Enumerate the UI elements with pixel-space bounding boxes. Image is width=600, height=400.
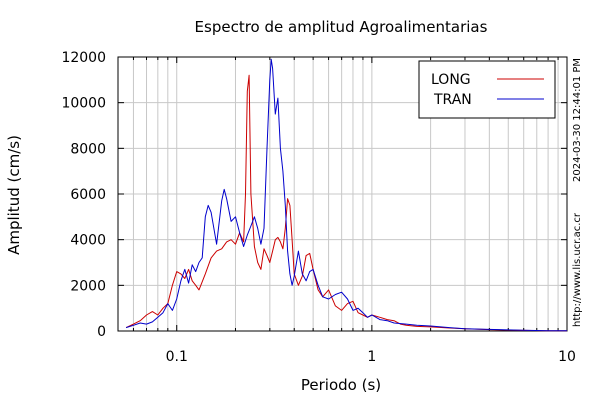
x-tick-label: 0.1 [166, 349, 188, 365]
y-tick-label: 2000 [70, 278, 106, 294]
y-tick-label: 0 [97, 324, 106, 340]
url-label: http://www.lis.ucr.ac.cr [572, 212, 583, 327]
y-axis-label: Amplitud (cm/s) [5, 135, 23, 255]
chart-title: Espectro de amplitud Agroalimentarias [195, 18, 488, 36]
timestamp-label: 2024-03-30 12:44:01 PM [572, 58, 583, 182]
x-tick-label: 1 [367, 349, 376, 365]
series-line-tran [125, 58, 568, 332]
series-line-long [125, 74, 568, 332]
x-tick-labels: 0.1 1 10 [166, 349, 576, 365]
legend-label-tran: TRAN [433, 92, 472, 108]
y-tick-label: 6000 [70, 187, 106, 203]
legend-label-long: LONG [431, 72, 471, 88]
x-axis-label: Periodo (s) [301, 376, 381, 394]
y-tick-labels: 0 2000 4000 6000 8000 10000 12000 [61, 50, 106, 340]
x-tick-label: 10 [558, 349, 576, 365]
axis-ticks [117, 56, 567, 332]
legend-box [418, 60, 556, 119]
series-layer [125, 58, 568, 332]
y-tick-label: 8000 [70, 141, 106, 157]
y-tick-label: 10000 [61, 96, 106, 112]
y-tick-label: 4000 [70, 233, 106, 249]
legend: LONG TRAN [418, 60, 556, 119]
y-tick-label: 12000 [61, 50, 106, 66]
